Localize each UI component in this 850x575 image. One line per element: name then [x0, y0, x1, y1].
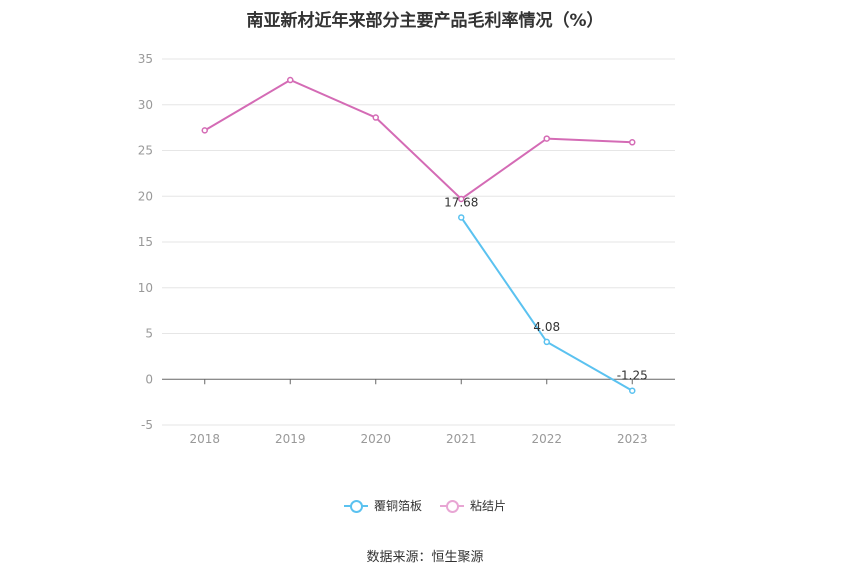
data-point: [287, 76, 294, 84]
x-axis: 2018 2019 2020 2021 2022 2023: [162, 378, 675, 446]
data-point: [543, 338, 550, 346]
legend-swatch-0: [343, 499, 368, 513]
data-point: [543, 135, 550, 142]
legend-item-series-0[interactable]: 覆铜箔板: [343, 497, 422, 514]
data-label: 17.68: [444, 195, 478, 209]
series-layer: [201, 76, 636, 394]
data-label: -1.25: [617, 369, 648, 383]
y-axis-ticks: -5 0 5 10 15 20 25 30 35: [138, 52, 153, 432]
y-tick-label: 5: [145, 327, 153, 341]
data-point: [629, 139, 636, 146]
legend-item-series-1[interactable]: 粘结片: [440, 497, 506, 514]
x-tick-label: 2022: [531, 432, 562, 446]
grid-lines: [162, 58, 675, 426]
data-point: [458, 214, 465, 221]
y-tick-label: -5: [141, 418, 153, 432]
legend-swatch-1: [440, 499, 464, 513]
x-tick-label: 2019: [275, 432, 306, 446]
legend-label-0: 覆铜箔板: [373, 499, 422, 513]
legend-label-1: 粘结片: [470, 499, 507, 513]
data-point: [201, 127, 208, 134]
data-point: [372, 114, 379, 121]
y-tick-label: 20: [138, 189, 153, 203]
data-labels: 17.68 4.08 -1.25: [444, 195, 648, 382]
data-label: 4.08: [533, 320, 560, 334]
y-tick-label: 25: [138, 144, 153, 158]
series-line-0: [460, 216, 633, 392]
chart-title: 南亚新材近年来部分主要产品毛利率情况（%）: [246, 11, 604, 31]
y-tick-label: 30: [138, 98, 153, 112]
x-tick-label: 2023: [617, 432, 648, 446]
data-source: 数据来源：恒生聚源: [366, 550, 484, 565]
y-tick-label: 15: [138, 235, 153, 249]
data-point: [629, 387, 636, 394]
x-tick-label: 2018: [189, 432, 220, 446]
legend: 覆铜箔板 粘结片: [0, 497, 850, 514]
y-tick-label: 0: [145, 372, 153, 386]
x-tick-label: 2020: [360, 432, 391, 446]
x-tick-label: 2021: [446, 432, 477, 446]
y-tick-label: 35: [138, 52, 153, 66]
series-line-1: [204, 78, 633, 201]
data-point: [458, 195, 465, 203]
y-tick-label: 10: [138, 281, 153, 295]
